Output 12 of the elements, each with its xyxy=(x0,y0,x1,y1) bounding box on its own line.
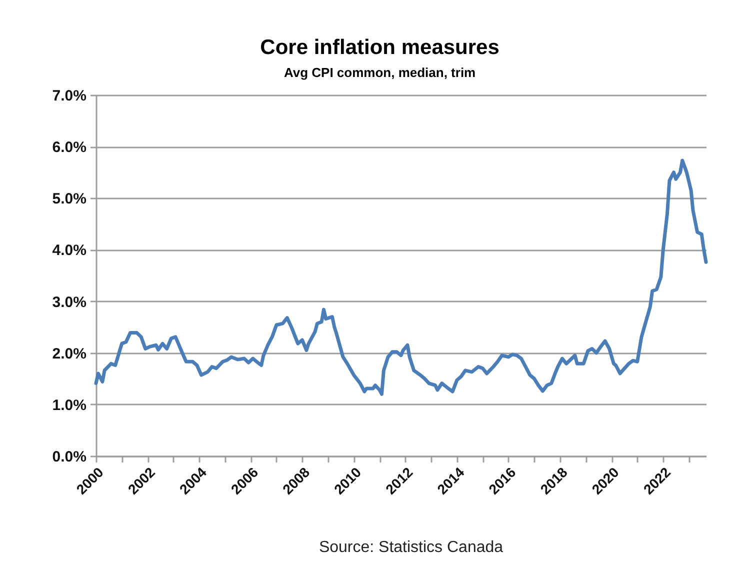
y-tick-label: 2.0% xyxy=(52,345,86,362)
y-tick-label: 3.0% xyxy=(52,294,86,311)
y-tick-label: 6.0% xyxy=(52,139,86,156)
source-note: Source: Statistics Canada xyxy=(318,539,504,556)
chart-subtitle: Avg CPI common, median, trim xyxy=(284,65,476,80)
line-series xyxy=(94,158,708,396)
y-tick-label: 4.0% xyxy=(52,242,86,260)
y-tick-label: 1.0% xyxy=(52,396,86,414)
chart-title: Core inflation measures xyxy=(260,36,500,59)
y-tick-label: 5.0% xyxy=(52,190,86,208)
y-tick-label: 7.0% xyxy=(52,88,86,104)
y-tick-label: 0.0% xyxy=(52,448,86,466)
